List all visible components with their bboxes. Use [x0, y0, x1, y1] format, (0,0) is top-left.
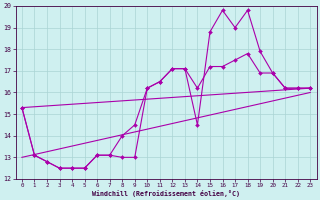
X-axis label: Windchill (Refroidissement éolien,°C): Windchill (Refroidissement éolien,°C)	[92, 190, 240, 197]
